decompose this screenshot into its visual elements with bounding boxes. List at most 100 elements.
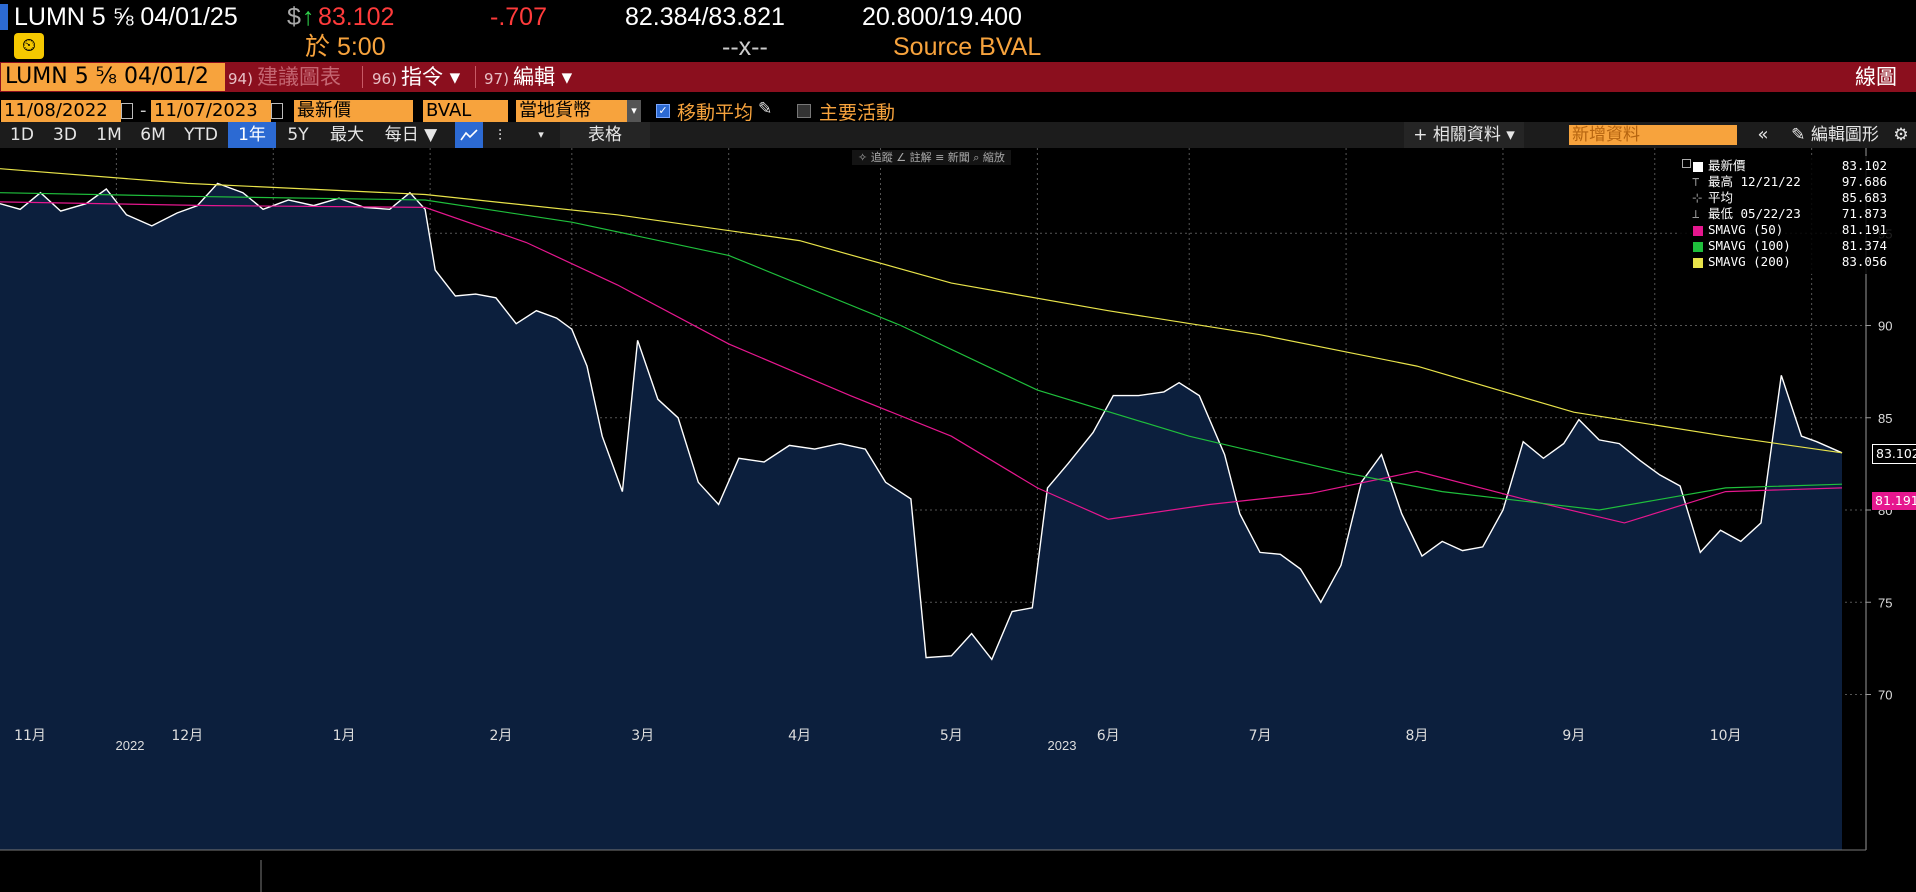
legend-marker: ⊹ xyxy=(1692,190,1703,205)
chart-series xyxy=(0,168,1843,850)
y-tick-label: 90 xyxy=(1878,319,1892,334)
dash-x: --x-- xyxy=(722,33,768,61)
menu-num: 96) xyxy=(372,70,397,88)
field-select[interactable]: 最新價 xyxy=(294,100,413,122)
currency-select[interactable]: 當地貨幣 xyxy=(516,100,629,122)
range-6m[interactable]: 6M xyxy=(140,125,166,145)
main-activity-checkbox[interactable] xyxy=(797,104,811,118)
range-5y[interactable]: 5Y xyxy=(287,125,309,145)
legend-swatch xyxy=(1693,162,1703,172)
legend-row: 最新價 83.102 xyxy=(1680,158,1895,174)
legend-value: 97.686 xyxy=(1841,174,1887,189)
legend-value: 81.191 xyxy=(1841,222,1887,237)
range-1y[interactable]: 1年 xyxy=(228,122,276,148)
gear-icon[interactable]: ⚙ xyxy=(1893,125,1909,145)
legend-row: SMAVG (200) 83.056 xyxy=(1680,254,1895,270)
edit-chart-label: 編輯圖形 xyxy=(1810,125,1879,145)
collapse-icon[interactable]: « xyxy=(1757,124,1769,145)
legend-collapse-icon[interactable] xyxy=(1682,159,1691,168)
range-max[interactable]: 最大 xyxy=(330,125,364,145)
legend-swatch xyxy=(1693,226,1703,236)
x-tick-label: 3月 xyxy=(631,728,654,744)
x-tick-label: 7月 xyxy=(1249,728,1272,744)
calendar-icon[interactable] xyxy=(121,103,133,119)
legend-row: SMAVG (50) 81.191 xyxy=(1680,222,1895,238)
menu-actions[interactable]: 96) 指令 ▾ xyxy=(372,62,460,92)
end-date-field[interactable]: 11/07/2023 xyxy=(151,100,271,122)
price-chart[interactable]: 70758085909510011月12月1月2月3月4月5月6月7月8月9月1… xyxy=(0,148,1916,892)
up-arrow-icon: ↑ xyxy=(302,3,315,31)
source-select[interactable]: BVAL xyxy=(423,100,508,122)
x-tick-label: 2月 xyxy=(490,728,513,744)
range-3d[interactable]: 3D xyxy=(53,125,77,145)
year-label: 2022 xyxy=(116,738,145,753)
series-line-last-price xyxy=(0,182,1843,661)
year-label: 2023 xyxy=(1048,738,1077,753)
chart-mini-tools[interactable]: ✧ 追蹤 ∠ 註解 ≡ 新聞 ⌕ 縮放 xyxy=(852,150,1011,165)
divider xyxy=(475,66,476,88)
menu-suggested-charts[interactable]: 94) 建議圖表 xyxy=(228,62,341,92)
pricing-source: Source BVAL xyxy=(893,33,1042,61)
x-tick-label: 10月 xyxy=(1710,728,1742,744)
new-data-input[interactable]: 新增資料 xyxy=(1569,125,1737,145)
x-tick-label: 5月 xyxy=(940,728,963,744)
x-tick-label: 1月 xyxy=(333,728,356,744)
legend-value: 71.873 xyxy=(1841,206,1887,221)
yields: 20.800/19.400 xyxy=(862,3,1022,31)
moving-average-checkbox[interactable]: ✓ xyxy=(656,104,670,118)
pencil-icon[interactable]: ✎ xyxy=(758,99,773,119)
moving-average-label[interactable]: 移動平均 xyxy=(677,102,754,124)
quote-time: 於 5:00 xyxy=(305,33,386,61)
related-data-button[interactable]: + 相關資料 ▾ xyxy=(1404,122,1524,148)
chart-type-dropdown-icon[interactable]: ▾ xyxy=(538,128,544,141)
x-tick-label: 6月 xyxy=(1097,728,1120,744)
menu-label: 指令 ▾ xyxy=(400,65,461,89)
menu-label: 編輯 ▾ xyxy=(512,65,573,89)
legend-row: SMAVG (100) 81.374 xyxy=(1680,238,1895,254)
alert-icon[interactable]: ⏲ xyxy=(14,33,44,59)
date-dash: - xyxy=(140,100,147,121)
y-tick-label: 70 xyxy=(1878,688,1892,703)
security-field[interactable]: LUMN 5 ⅝ 04/01/2 xyxy=(1,63,225,91)
line-chart-icon[interactable] xyxy=(455,122,483,148)
bar-chart-icon[interactable]: ⫶ xyxy=(498,126,502,144)
last-price: 83.102 xyxy=(318,3,395,31)
y-tick-label: 75 xyxy=(1878,595,1892,610)
calendar-icon[interactable] xyxy=(271,103,283,119)
range-ytd[interactable]: YTD xyxy=(184,125,218,145)
legend-label: SMAVG (200) xyxy=(1708,254,1791,269)
chevron-down-icon[interactable]: ▾ xyxy=(627,100,641,122)
legend-swatch xyxy=(1693,258,1703,268)
table-button[interactable]: 表格 xyxy=(560,122,650,148)
x-tick-label: 9月 xyxy=(1562,728,1585,744)
menu-num: 97) xyxy=(484,70,509,88)
x-tick-label: 11月 xyxy=(14,728,46,744)
chart-type-label: 線圖 xyxy=(1855,65,1897,89)
x-tick-label: 12月 xyxy=(171,728,203,744)
legend-swatch xyxy=(1693,242,1703,252)
pencil-icon: ✎ xyxy=(1791,125,1806,145)
legend-label: 最新價 xyxy=(1708,158,1746,173)
bid-ask: 82.384/83.821 xyxy=(625,3,785,31)
y-tick-label: 85 xyxy=(1878,411,1892,426)
legend-value: 85.683 xyxy=(1841,190,1887,205)
price-change: -.707 xyxy=(490,3,547,31)
legend-value: 83.056 xyxy=(1841,254,1887,269)
y-tick-label: 100 xyxy=(1878,148,1900,149)
legend-value: 83.102 xyxy=(1841,158,1887,173)
menu-edit[interactable]: 97) 編輯 ▾ xyxy=(484,62,572,92)
command-bar: LUMN 5 ⅝ 04/01/2 94) 建議圖表 96) 指令 ▾ 97) 編輯 ▾… xyxy=(0,62,1916,92)
currency-symbol: $ xyxy=(287,3,301,31)
legend-marker: ⊥ xyxy=(1692,206,1700,221)
range-1d[interactable]: 1D xyxy=(10,125,34,145)
x-tick-label: 8月 xyxy=(1405,728,1428,744)
main-activity-label[interactable]: 主要活動 xyxy=(819,102,896,124)
price-area xyxy=(0,183,1842,850)
start-date-field[interactable]: 11/08/2022 xyxy=(1,100,121,122)
edit-chart-button[interactable]: ✎ 編輯圖形 xyxy=(1784,122,1886,148)
ticker[interactable]: LUMN 5 ⅝ 04/01/25 xyxy=(14,3,238,31)
legend-label: 最低 05/22/23 xyxy=(1708,206,1801,221)
range-1m[interactable]: 1M xyxy=(96,125,122,145)
legend-row: ⊹ 平均 85.683 xyxy=(1680,190,1895,206)
frequency-select[interactable]: 每日 ▼ xyxy=(384,125,438,145)
